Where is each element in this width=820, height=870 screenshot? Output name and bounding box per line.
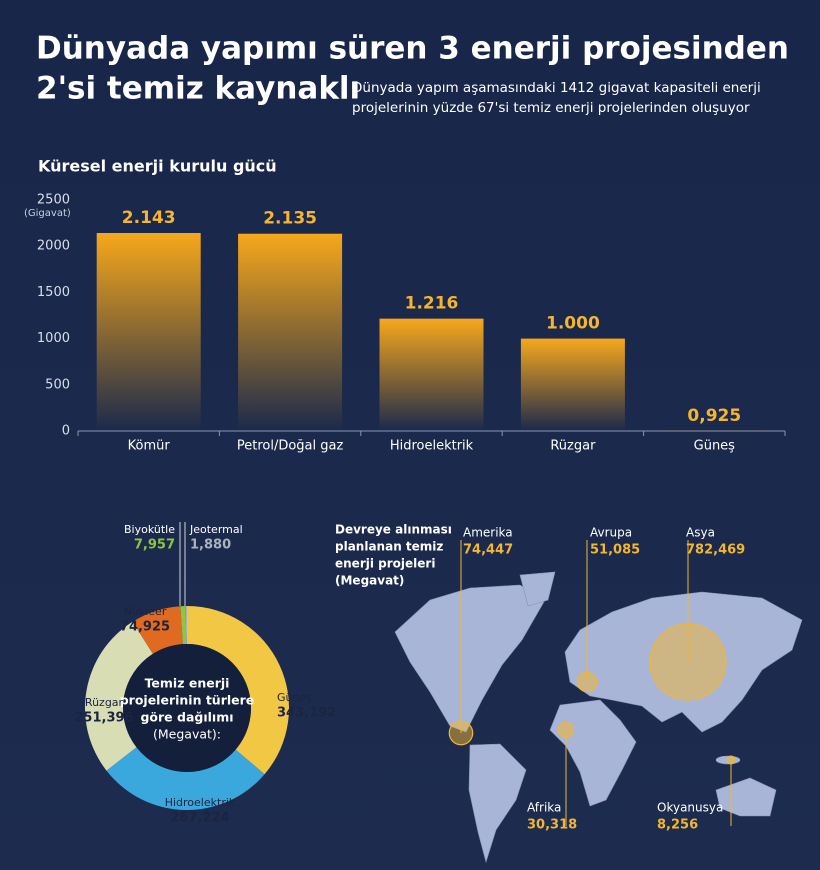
bubble: [576, 671, 598, 693]
pie-slice: [132, 606, 183, 654]
y-axis-label: (Gigavat): [24, 208, 71, 219]
pie-slice: [187, 606, 290, 775]
region-value: 74,447: [463, 543, 513, 558]
region-value: 782,469: [686, 543, 745, 558]
value-label: 2.135: [263, 209, 317, 229]
map-title: (Megavat): [335, 574, 404, 588]
slice-value: 251,396: [74, 711, 133, 726]
value-label: 0,925: [687, 406, 741, 426]
subtitle: projelerinin yüzde 67'si temiz enerji pr…: [352, 100, 750, 116]
value-label: 1.000: [546, 314, 600, 334]
y-tick-label: 500: [45, 377, 70, 392]
bar: [520, 338, 625, 431]
slice-value: 343,192: [277, 706, 336, 721]
slice-label: Nükleer: [124, 605, 167, 618]
slice-label: Biyokütle: [124, 523, 175, 536]
pie-slice: [84, 621, 153, 771]
map-title: enerji projeleri: [335, 557, 435, 571]
slice-value: 1,880: [190, 538, 231, 553]
region-label: Avrupa: [590, 526, 632, 540]
y-tick-label: 1000: [37, 331, 70, 346]
y-tick-label: 0: [62, 424, 70, 439]
region-value: 8,256: [657, 818, 698, 833]
chart-title: Küresel enerji kurulu gücü: [38, 157, 277, 176]
center-text: göre dağılımı: [140, 710, 233, 725]
slice-label: Rüzgar: [85, 696, 124, 709]
slice-label: Hidroelektrik: [165, 796, 236, 809]
bar: [238, 233, 343, 431]
region-label: Amerika: [463, 526, 513, 540]
map-title: Devreye alınması: [335, 523, 452, 537]
bubble: [649, 623, 727, 701]
x-tick-label: Petrol/Doğal gaz: [237, 439, 344, 454]
x-tick-label: Güneş: [694, 439, 736, 454]
region-value: 30,318: [527, 818, 577, 833]
slice-value: 7,957: [134, 538, 175, 553]
region-label: Asya: [686, 526, 715, 540]
bubble: [448, 720, 474, 746]
slice-label: Güneş: [277, 691, 312, 704]
center-text: (Megavat):: [153, 727, 221, 742]
x-tick-label: Kömür: [128, 439, 171, 454]
x-tick-label: Rüzgar: [550, 439, 596, 454]
bubble: [557, 721, 575, 739]
subtitle: Dünyada yapım aşamasındaki 1412 gigavat …: [352, 80, 761, 96]
slice-value: 267,224: [170, 811, 229, 826]
pie-slice: [185, 606, 187, 645]
donut-hole: [123, 644, 251, 772]
bar: [96, 232, 201, 431]
title: 2'si temiz kaynaklı: [36, 71, 360, 107]
y-tick-label: 2000: [37, 239, 70, 254]
value-label: 2.143: [122, 208, 176, 228]
slice-label: Jeotermal: [189, 523, 243, 536]
map-title: planlanan temiz: [335, 540, 443, 554]
y-tick-label: 1500: [37, 285, 70, 300]
pie-slice: [180, 606, 187, 645]
pie-slice: [106, 747, 265, 811]
slice-value: 74,925: [120, 620, 170, 635]
bar: [379, 318, 484, 431]
center-text: Temiz enerji: [145, 676, 230, 691]
title: Dünyada yapımı süren 3 enerji projesinde…: [36, 31, 789, 67]
y-tick-label: 2500: [37, 193, 70, 208]
region-label: Okyanusya: [657, 801, 723, 815]
center-text: projelerinin türlere: [120, 693, 255, 708]
region-value: 51,085: [590, 543, 640, 558]
value-label: 1.216: [405, 294, 459, 314]
region-label: Afrika: [527, 801, 561, 815]
bubble: [726, 755, 736, 765]
x-tick-label: Hidroelektrik: [390, 439, 474, 454]
